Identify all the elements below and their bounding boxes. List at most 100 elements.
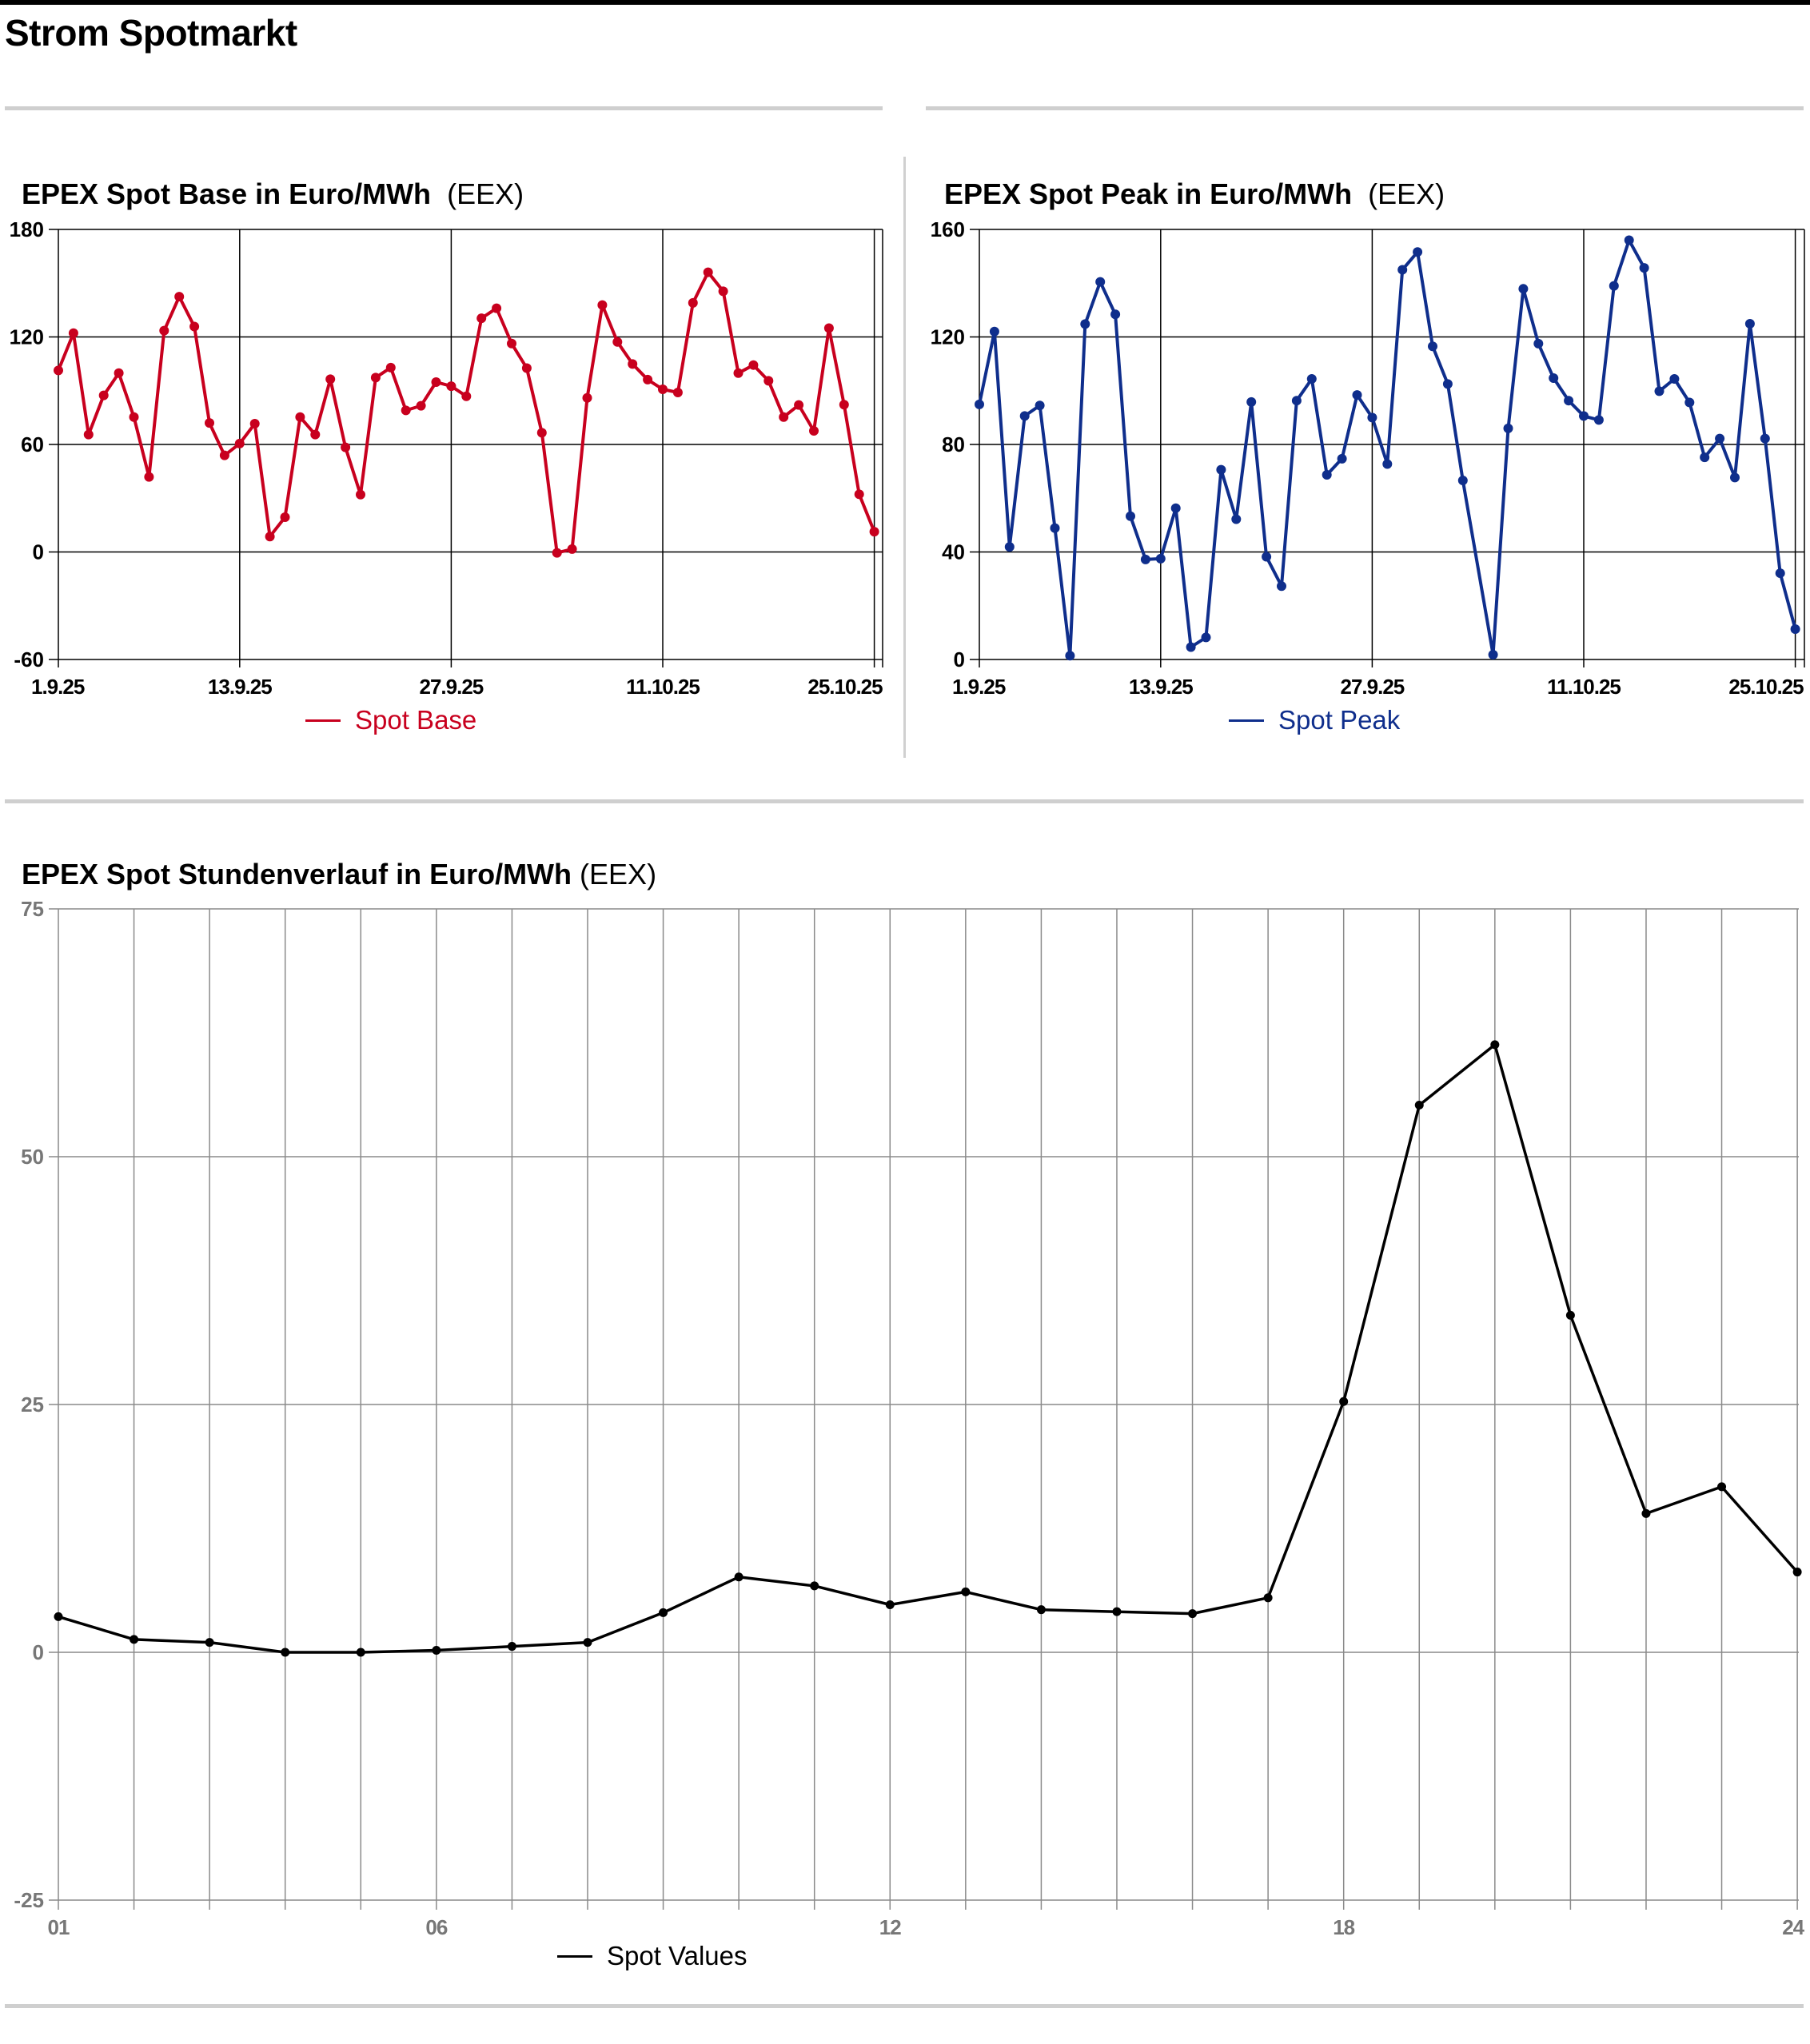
- peak-chart-title: EPEX Spot Peak in Euro/MWh (EEX): [944, 177, 1445, 210]
- base-data-point: [552, 548, 562, 558]
- divider: [5, 2004, 1804, 2008]
- base-data-point: [280, 512, 290, 523]
- hourly-x-tick-label: 01: [48, 1915, 70, 1939]
- base-data-point: [219, 450, 229, 460]
- base-data-point: [703, 267, 713, 277]
- peak-data-point: [1533, 338, 1544, 349]
- peak-y-tick-label: 120: [931, 325, 965, 349]
- peak-data-point: [1337, 453, 1347, 464]
- legend-swatch: [305, 719, 341, 722]
- hourly-data-point: [810, 1581, 819, 1591]
- divider: [926, 106, 1804, 110]
- base-data-point: [763, 376, 774, 386]
- base-data-point: [83, 429, 94, 440]
- hourly-y-tick-label: 50: [21, 1145, 44, 1169]
- peak-x-tick-label: 13.9.25: [1129, 675, 1193, 699]
- peak-data-point: [1080, 319, 1090, 329]
- base-data-point: [68, 328, 78, 338]
- base-legend[interactable]: Spot Base: [305, 705, 476, 735]
- peak-data-point: [1277, 581, 1286, 592]
- divider: [5, 106, 883, 110]
- peak-x-tick-label: 27.9.25: [1341, 675, 1405, 699]
- base-data-point: [672, 387, 683, 397]
- base-y-tick-label: 60: [21, 432, 44, 456]
- hourly-data-point: [205, 1638, 214, 1648]
- peak-data-point: [1624, 235, 1634, 245]
- hourly-data-point: [1490, 1040, 1500, 1050]
- base-data-point: [205, 418, 214, 428]
- base-data-point: [249, 418, 260, 428]
- peak-data-point: [1004, 542, 1015, 552]
- hourly-series-line: [58, 1043, 1799, 1654]
- base-data-point: [794, 400, 804, 410]
- peak-data-point: [1518, 284, 1529, 294]
- vertical-divider: [903, 157, 906, 758]
- peak-data-point: [1262, 552, 1272, 562]
- base-data-point: [189, 321, 200, 332]
- peak-data-point: [1155, 553, 1166, 564]
- top-bar: [0, 0, 1810, 5]
- base-data-point: [536, 428, 547, 438]
- peak-data-point: [1715, 433, 1725, 444]
- base-data-point: [612, 337, 623, 347]
- peak-data-point: [1457, 476, 1468, 486]
- base-data-point: [129, 412, 139, 422]
- base-chart-title: EPEX Spot Base in Euro/MWh (EEX): [22, 177, 524, 210]
- hourly-data-point: [1112, 1607, 1122, 1616]
- peak-data-point: [1413, 247, 1423, 257]
- peak-data-point: [1744, 319, 1755, 329]
- base-data-point: [718, 286, 728, 297]
- divider: [5, 799, 1804, 803]
- hourly-data-point: [1036, 1605, 1046, 1615]
- legend-swatch: [1229, 719, 1264, 722]
- peak-data-point: [1775, 568, 1785, 579]
- base-y-tick-label: 0: [33, 540, 44, 564]
- hourly-data-point: [1565, 1310, 1575, 1320]
- hourly-x-tick-label: 06: [425, 1915, 447, 1939]
- base-data-point: [461, 391, 472, 401]
- base-series-line: [57, 270, 876, 555]
- hourly-data-point: [1263, 1593, 1273, 1603]
- base-data-point: [416, 400, 426, 411]
- base-data-point: [310, 429, 321, 440]
- peak-data-point: [975, 399, 984, 409]
- hourly-x-tick-label: 18: [1333, 1915, 1354, 1939]
- peak-data-point: [1306, 373, 1317, 384]
- base-data-point: [356, 489, 365, 500]
- peak-data-point: [1760, 433, 1770, 444]
- base-x-tick-label: 1.9.25: [31, 675, 85, 699]
- peak-series-line: [978, 238, 1797, 658]
- peak-data-point: [1140, 554, 1150, 564]
- base-data-point: [174, 292, 185, 302]
- base-data-point: [144, 472, 154, 482]
- hourly-legend[interactable]: Spot Values: [557, 1941, 748, 1971]
- base-data-point: [582, 392, 592, 403]
- peak-data-point: [1488, 649, 1498, 659]
- peak-data-point: [1579, 411, 1589, 421]
- peak-data-point: [1549, 373, 1559, 383]
- hourly-data-point: [659, 1608, 668, 1617]
- peak-data-point: [1231, 514, 1242, 524]
- legend-label: Spot Base: [355, 705, 477, 735]
- peak-legend[interactable]: Spot Peak: [1229, 705, 1400, 735]
- peak-data-point: [1035, 400, 1045, 411]
- base-data-point: [628, 359, 638, 369]
- legend-label: Spot Values: [607, 1941, 748, 1970]
- base-data-point: [114, 368, 124, 378]
- hourly-data-point: [1641, 1508, 1651, 1518]
- peak-data-point: [1654, 386, 1664, 396]
- base-data-point: [476, 313, 487, 324]
- peak-data-point: [1790, 624, 1800, 635]
- base-x-tick-label: 13.9.25: [208, 675, 272, 699]
- hourly-x-tick-label: 12: [879, 1915, 901, 1939]
- peak-data-point: [1095, 277, 1106, 287]
- hourly-chart-title: EPEX Spot Stundenverlauf in Euro/MWh (EE…: [22, 858, 657, 891]
- base-data-point: [98, 390, 109, 400]
- base-data-point: [597, 300, 608, 310]
- hourly-y-tick-label: 25: [21, 1393, 44, 1416]
- peak-x-tick-label: 25.10.25: [1728, 675, 1804, 699]
- base-data-point: [869, 527, 879, 537]
- base-data-point: [779, 412, 789, 422]
- base-data-point: [521, 363, 532, 373]
- peak-data-point: [1684, 397, 1695, 408]
